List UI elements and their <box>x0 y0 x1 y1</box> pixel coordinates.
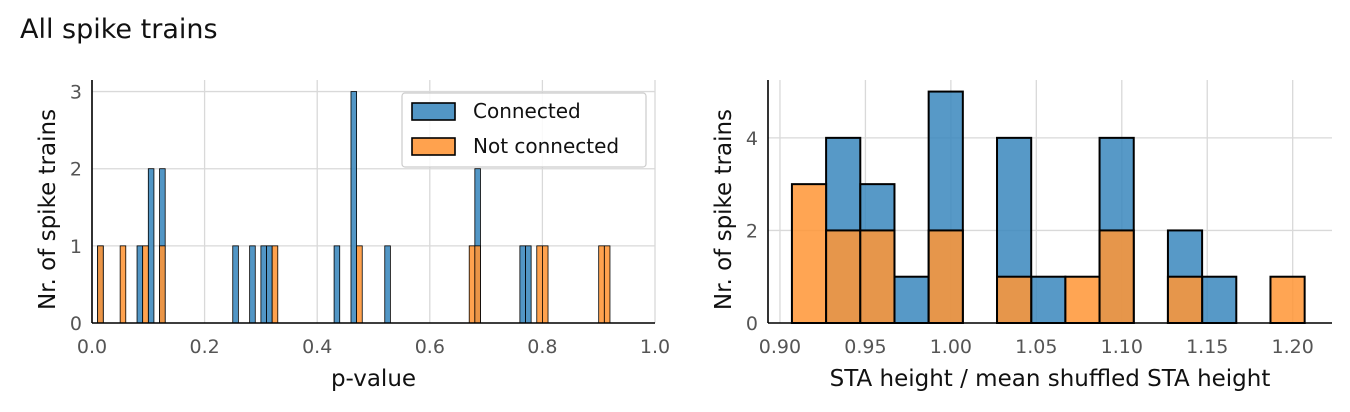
x-tick-label: 1.0 <box>640 336 670 358</box>
x-tick-label: 1.15 <box>1186 336 1228 358</box>
not-connected-bar <box>1269 275 1306 325</box>
x-tick-label: 0.95 <box>844 336 886 358</box>
not-connected-bar <box>790 183 828 324</box>
not-connected-bar <box>119 245 127 324</box>
not-connected-bar <box>142 245 149 324</box>
connected-bar <box>893 275 930 325</box>
y-tick-label: 2 <box>746 220 758 242</box>
connected-bar <box>350 91 358 324</box>
y-tick-label: 1 <box>70 236 82 258</box>
x-tick-label: 0.6 <box>415 336 445 358</box>
not-connected-bar <box>159 245 166 324</box>
y-tick-label: 4 <box>746 128 758 150</box>
connected-bar <box>333 245 341 324</box>
x-axis-label: STA height / mean shuffled STA height <box>830 366 1271 392</box>
x-axis-label: p-value <box>331 366 416 392</box>
not-connected-bar <box>603 245 611 324</box>
legend-label: Connected <box>473 99 581 123</box>
legend-label: Not connected <box>473 134 619 158</box>
sta-ratio-histogram-panel: 0.90 0.95 1.00 1.05 1.10 1.15 1.20 0 2 4 STA heigh… <box>711 80 1332 392</box>
y-tick-label: 2 <box>70 159 82 181</box>
not-connected-bar <box>825 229 862 324</box>
connected-bar <box>266 245 273 324</box>
connected-bar <box>1201 275 1238 325</box>
x-tick-label: 0.90 <box>759 336 801 358</box>
connected-bar <box>249 245 256 324</box>
x-tick-label: 0.4 <box>302 336 332 358</box>
connected-bar <box>232 245 239 324</box>
not-connected-bar <box>927 229 964 324</box>
x-tick-label: 1.05 <box>1015 336 1057 358</box>
y-tick-label: 0 <box>746 313 758 335</box>
connected-bar <box>147 168 155 324</box>
not-connected-bar <box>996 275 1033 325</box>
not-connected-bar <box>468 245 476 324</box>
x-tick-label: 0.8 <box>527 336 557 358</box>
not-connected-bar <box>1098 229 1135 324</box>
not-connected-bar <box>474 245 481 324</box>
connected-bar <box>384 245 391 324</box>
pvalue-histogram-panel: 0.0 0.2 0.4 0.6 0.8 1.0 0 1 2 3 p-value Nr. of spik… <box>35 80 670 392</box>
connected-bar <box>260 245 267 324</box>
y-tick-label: 0 <box>70 313 82 335</box>
not-connected-bar <box>542 245 549 324</box>
x-tick-label: 1.00 <box>930 336 972 358</box>
not-connected-bar <box>536 245 543 324</box>
y-axis-label: Nr. of spike trains <box>711 109 737 310</box>
not-connected-bar <box>1064 275 1101 325</box>
legend: Connected Not connected <box>401 92 647 168</box>
x-tick-label: 1.20 <box>1272 336 1314 358</box>
x-tick-label: 0.2 <box>189 336 219 358</box>
connected-bar <box>525 245 532 324</box>
not-connected-bar <box>271 245 279 324</box>
figure-title: All spike trains <box>20 14 218 45</box>
not-connected-bar <box>1166 275 1204 325</box>
not-connected-bar <box>598 245 605 324</box>
y-axis-label: Nr. of spike trains <box>35 109 61 310</box>
connected-legend-swatch <box>411 102 456 121</box>
connected-bar <box>1030 275 1067 325</box>
not-connected-legend-swatch <box>411 137 456 156</box>
not-connected-bar <box>97 245 104 324</box>
x-tick-label: 0.0 <box>77 336 107 358</box>
connected-bar <box>519 245 526 324</box>
not-connected-bar <box>356 245 363 324</box>
x-tick-label: 1.10 <box>1101 336 1143 358</box>
legend-box <box>401 92 647 168</box>
not-connected-bar <box>859 229 896 324</box>
y-tick-label: 3 <box>70 82 82 104</box>
connected-bar <box>136 245 144 324</box>
